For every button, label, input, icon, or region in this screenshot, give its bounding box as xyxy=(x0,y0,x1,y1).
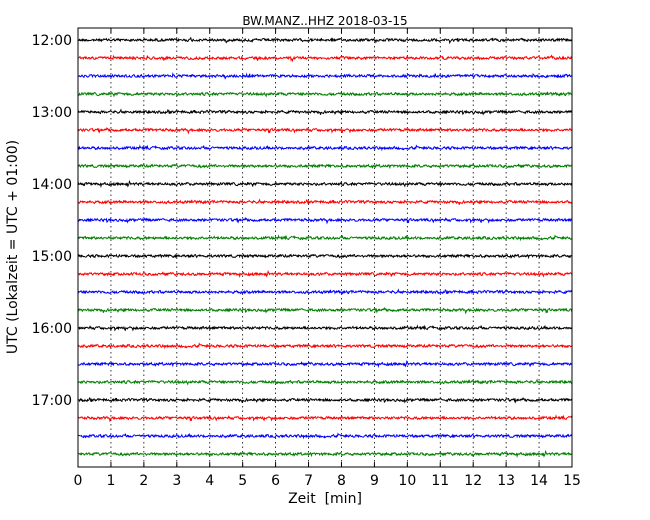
trace-1500 xyxy=(77,253,573,260)
x-tick-label-14: 14 xyxy=(530,473,548,489)
x-tick-label-7: 7 xyxy=(304,473,313,489)
x-tick-label-2: 2 xyxy=(139,473,148,489)
x-tick-label-15: 15 xyxy=(563,473,581,489)
trace-1630 xyxy=(77,359,573,369)
trace-1515 xyxy=(77,269,573,279)
trace-1345 xyxy=(77,163,573,170)
trace-1445 xyxy=(77,234,573,242)
y-tick-label-14:00: 14:00 xyxy=(32,177,72,193)
x-axis-ticks: 0 1 2 3 4 5 6 7 8 9 10 11 12 13 14 15 xyxy=(74,28,581,489)
x-tick-label-0: 0 xyxy=(74,473,83,489)
x-tick-label-12: 12 xyxy=(464,473,482,489)
x-tick-label-11: 11 xyxy=(431,473,449,489)
trace-1530 xyxy=(77,288,573,295)
grid-lines xyxy=(110,28,540,467)
trace-1230 xyxy=(77,71,573,80)
y-tick-label-12:00: 12:00 xyxy=(32,33,72,49)
trace-1300 xyxy=(77,108,573,116)
y-tick-label-17:00: 17:00 xyxy=(32,393,72,409)
x-tick-label-1: 1 xyxy=(106,473,115,489)
trace-1615 xyxy=(77,342,573,350)
trace-1700 xyxy=(77,396,573,404)
trace-1415 xyxy=(77,198,573,205)
trace-1330 xyxy=(77,144,573,152)
y-tick-label-13:00: 13:00 xyxy=(32,105,72,121)
plot-frame xyxy=(77,27,573,468)
trace-1215 xyxy=(77,54,573,63)
trace-1730 xyxy=(77,432,573,440)
trace-1715 xyxy=(77,414,573,423)
trace-1745 xyxy=(77,449,573,459)
trace-1600 xyxy=(77,324,573,332)
x-tick-label-3: 3 xyxy=(172,473,181,489)
trace-1315 xyxy=(77,126,573,135)
x-tick-label-9: 9 xyxy=(370,473,379,489)
chart-title: BW.MANZ..HHZ 2018-03-15 xyxy=(242,14,407,28)
trace-1200 xyxy=(77,36,573,45)
x-tick-label-6: 6 xyxy=(271,473,280,489)
y-tick-label-16:00: 16:00 xyxy=(32,321,72,337)
x-tick-label-4: 4 xyxy=(205,473,214,489)
trace-group xyxy=(77,36,573,459)
x-tick-label-13: 13 xyxy=(497,473,515,489)
trace-1545 xyxy=(77,306,573,315)
x-tick-label-5: 5 xyxy=(238,473,247,489)
x-tick-label-10: 10 xyxy=(398,473,416,489)
trace-1645 xyxy=(77,378,573,386)
trace-1430 xyxy=(77,216,573,225)
trace-1245 xyxy=(77,91,573,98)
trace-1400 xyxy=(77,179,573,189)
y-tick-label-15:00: 15:00 xyxy=(32,249,72,265)
x-axis-label: Zeit [min] xyxy=(288,491,362,507)
y-axis-ticks: 12:00 13:00 14:00 15:00 16:00 17:00 xyxy=(32,33,572,409)
y-axis-label: UTC (Lokalzeit = UTC + 01:00) xyxy=(5,140,21,354)
x-tick-label-8: 8 xyxy=(337,473,346,489)
